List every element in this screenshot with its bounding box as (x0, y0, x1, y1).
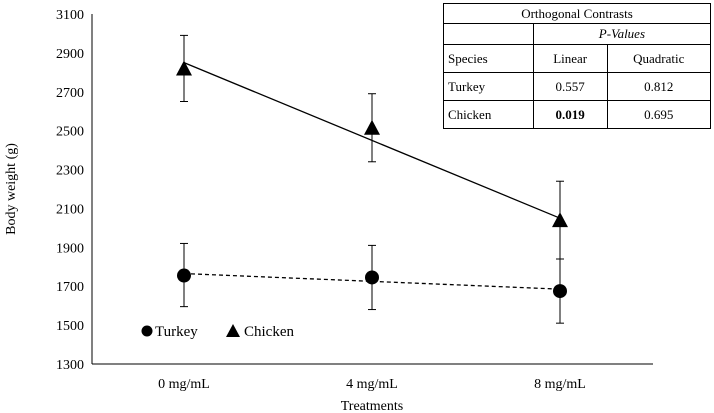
table-col-quadratic: Quadratic (606, 44, 712, 73)
y-ticks: 1300 1500 1700 1900 2100 2300 2500 2700 2900 3100 (56, 8, 84, 373)
y-tick-label: 3100 (56, 8, 84, 23)
legend-turkey-marker (141, 325, 153, 337)
y-tick-label: 1900 (56, 241, 84, 256)
legend-chicken-marker (226, 324, 240, 337)
x-ticks: 0 mg/mL 4 mg/mL 8 mg/mL (158, 377, 586, 392)
chicken-point (364, 119, 380, 135)
y-tick-label: 2500 (56, 125, 84, 140)
data-markers (176, 60, 568, 299)
turkey-point (177, 268, 191, 283)
table-cell-species: Turkey (443, 72, 534, 101)
y-tick-label: 1300 (56, 358, 84, 373)
legend: Turkey Chicken (141, 324, 294, 340)
y-tick-label: 1500 (56, 319, 84, 334)
table-cell-quadratic: 0.812 (606, 72, 712, 101)
y-tick-label: 2300 (56, 164, 84, 179)
x-tick-label: 8 mg/mL (534, 377, 586, 392)
y-tick-label: 2100 (56, 202, 84, 217)
x-tick-label: 4 mg/mL (346, 377, 398, 392)
table-empty-cell (443, 23, 534, 45)
table-col-linear: Linear (532, 44, 608, 73)
chicken-point (552, 212, 568, 228)
chicken-point (176, 60, 192, 76)
x-axis-title: Treatments (341, 399, 403, 413)
x-tick-label: 0 mg/mL (158, 377, 210, 392)
table-title: Orthogonal Contrasts (443, 3, 711, 24)
y-tick-label: 1700 (56, 280, 84, 295)
table-cell-linear: 0.019 (532, 100, 608, 129)
table-cell-linear: 0.557 (532, 72, 608, 101)
table-col-species: Species (443, 44, 534, 73)
turkey-point (365, 270, 379, 285)
y-axis-title: Body weight (g) (4, 143, 19, 235)
y-tick-label: 2900 (56, 47, 84, 62)
table-subheader: P-Values (532, 23, 712, 45)
axes (91, 14, 653, 365)
turkey-point (553, 284, 567, 299)
y-tick-label: 2700 (56, 86, 84, 101)
table-row: Chicken 0.019 0.695 (443, 100, 712, 129)
legend-turkey-label: Turkey (155, 324, 198, 340)
orthogonal-contrasts-table: Orthogonal Contrasts P-Values Species Li… (443, 3, 712, 129)
table-cell-species: Chicken (443, 100, 534, 129)
table-row: Turkey 0.557 0.812 (443, 72, 712, 101)
table-cell-quadratic: 0.695 (606, 100, 712, 129)
legend-chicken-label: Chicken (244, 324, 294, 340)
